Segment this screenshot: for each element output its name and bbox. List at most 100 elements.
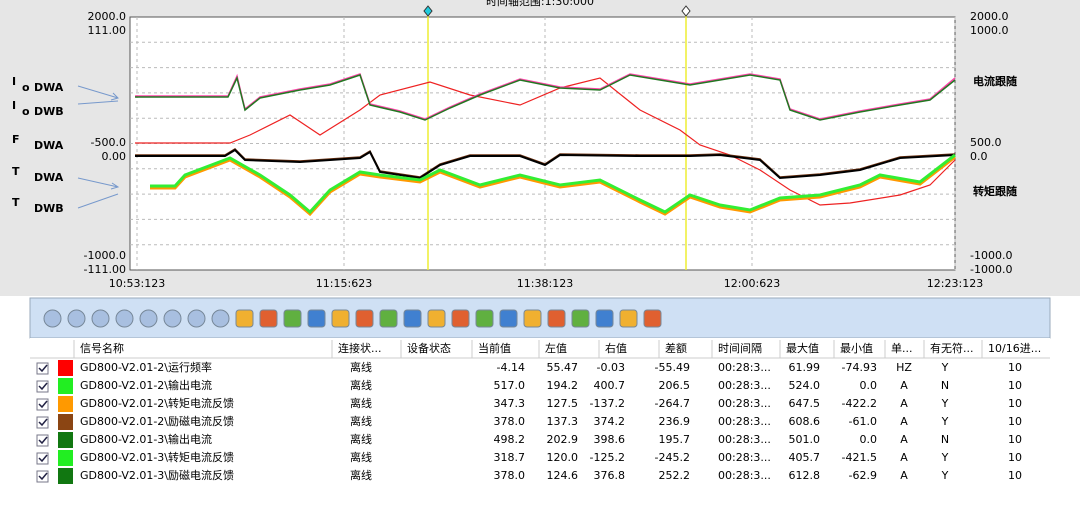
table-cell: 10 (1008, 469, 1022, 482)
x-tick-label: 11:15:623 (316, 277, 372, 290)
checkbox[interactable] (36, 452, 49, 465)
tool-button[interactable] (643, 309, 662, 328)
table-cell: 0.0 (860, 379, 878, 392)
grid (130, 17, 956, 270)
table-cell: 524.0 (789, 379, 821, 392)
trace-red (135, 77, 956, 206)
tool-button[interactable] (259, 309, 278, 328)
check-mark (38, 472, 48, 481)
checkbox[interactable] (36, 434, 49, 447)
table-cell: 00:28:3... (718, 361, 771, 374)
table-cell: 400.7 (594, 379, 626, 392)
annotation-right: 电流跟随 (973, 74, 1017, 88)
column-header: 右值 (605, 341, 627, 355)
table-cell: HZ (896, 361, 912, 374)
table-cell: 318.7 (494, 451, 526, 464)
tool-button[interactable] (331, 309, 350, 328)
table-cell: 离线 (350, 450, 372, 464)
tool-button[interactable] (43, 309, 62, 328)
tool-button[interactable] (499, 309, 518, 328)
checkbox[interactable] (36, 398, 49, 411)
checkbox[interactable] (36, 416, 49, 429)
table-cell: 离线 (350, 414, 372, 428)
x-tick-label: 12:00:623 (724, 277, 780, 290)
y2-tick-label: 2000.0 (970, 10, 1009, 23)
table-cell: A (900, 415, 908, 428)
table-cell: 10 (1008, 433, 1022, 446)
plot-area (129, 16, 956, 271)
table-cell: -0.03 (597, 361, 625, 374)
annotation-arrows (77, 85, 120, 209)
tool-button[interactable] (379, 309, 398, 328)
tool-button[interactable] (451, 309, 470, 328)
table-cell: 398.6 (594, 433, 626, 446)
tool-button[interactable] (283, 309, 302, 328)
y-tick-label: -500.0 (91, 136, 126, 149)
column-header: 时间间隔 (718, 342, 762, 355)
annotation-main: F (12, 133, 20, 146)
chart-title: 时间轴范围:1:30:000 (486, 0, 594, 8)
tool-button[interactable] (67, 309, 86, 328)
table-cell: 10 (1008, 451, 1022, 464)
table-cell: 61.99 (789, 361, 821, 374)
column-header: 设备状态 (407, 341, 451, 355)
tool-button[interactable] (91, 309, 110, 328)
tool-button[interactable] (475, 309, 494, 328)
table-cell: 离线 (350, 378, 372, 392)
tool-button[interactable] (115, 309, 134, 328)
table-cell: GD800-V2.01-2\输出电流 (80, 378, 212, 392)
column-header: 差额 (665, 341, 687, 355)
tool-button[interactable] (403, 309, 422, 328)
tool-button[interactable] (187, 309, 206, 328)
table-cell: GD800-V2.01-2\励磁电流反馈 (80, 414, 234, 428)
annotation-sub: o (22, 105, 30, 118)
tool-button[interactable] (355, 309, 374, 328)
tool-button[interactable] (163, 309, 182, 328)
table-cell: 离线 (350, 360, 372, 374)
table-cell: -62.9 (849, 469, 877, 482)
check-mark (38, 382, 48, 391)
table-cell: 00:28:3... (718, 415, 771, 428)
color-swatch (58, 468, 73, 484)
y2-tick-label: 500.0 (970, 136, 1002, 149)
y-tick-label: 2000.0 (88, 10, 127, 23)
table-cell: N (941, 379, 949, 392)
table-cell: 647.5 (789, 397, 821, 410)
tool-button[interactable] (235, 309, 254, 328)
tool-button[interactable] (427, 309, 446, 328)
table-cell: 376.8 (594, 469, 626, 482)
table-cell: 252.2 (659, 469, 691, 482)
annotation-main: T (12, 196, 20, 209)
table-cell: A (900, 469, 908, 482)
checkbox[interactable] (36, 362, 49, 375)
table-cell: A (900, 397, 908, 410)
table-cell: 498.2 (494, 433, 526, 446)
table-cell: -74.93 (842, 361, 877, 374)
column-header: 连接状... (338, 341, 382, 355)
trace-orange (150, 155, 956, 217)
tool-button[interactable] (523, 309, 542, 328)
tool-button[interactable] (619, 309, 638, 328)
tool-button[interactable] (307, 309, 326, 328)
y-tick-label: 111.00 (88, 24, 127, 37)
table-cell: Y (941, 361, 949, 374)
table-cell: 517.0 (494, 379, 526, 392)
cursor-handle[interactable] (423, 5, 433, 17)
column-header: 最小值 (840, 342, 873, 355)
table-cell: 离线 (350, 468, 372, 482)
checkbox[interactable] (36, 470, 49, 483)
table-cell: 00:28:3... (718, 469, 771, 482)
table-cell: GD800-V2.01-3\转矩电流反馈 (80, 450, 234, 464)
tool-button[interactable] (139, 309, 158, 328)
table-cell: 137.3 (547, 415, 579, 428)
table-cell: 608.6 (789, 415, 821, 428)
tool-button[interactable] (547, 309, 566, 328)
checkbox[interactable] (36, 380, 49, 393)
tool-button[interactable] (595, 309, 614, 328)
table-cell: -125.2 (590, 451, 625, 464)
y-tick-label: -111.00 (84, 263, 126, 276)
tool-button[interactable] (571, 309, 590, 328)
table-cell: Y (941, 469, 949, 482)
tool-button[interactable] (211, 309, 230, 328)
cursor-handle[interactable] (681, 5, 691, 17)
